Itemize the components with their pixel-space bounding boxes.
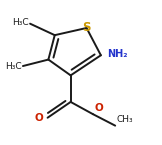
Text: O: O: [94, 103, 103, 113]
Text: H₃C: H₃C: [12, 18, 29, 27]
Text: H₃C: H₃C: [5, 61, 21, 70]
Text: O: O: [34, 113, 43, 123]
Text: NH₂: NH₂: [107, 49, 128, 59]
Text: CH₃: CH₃: [117, 115, 133, 124]
Text: S: S: [82, 21, 91, 35]
